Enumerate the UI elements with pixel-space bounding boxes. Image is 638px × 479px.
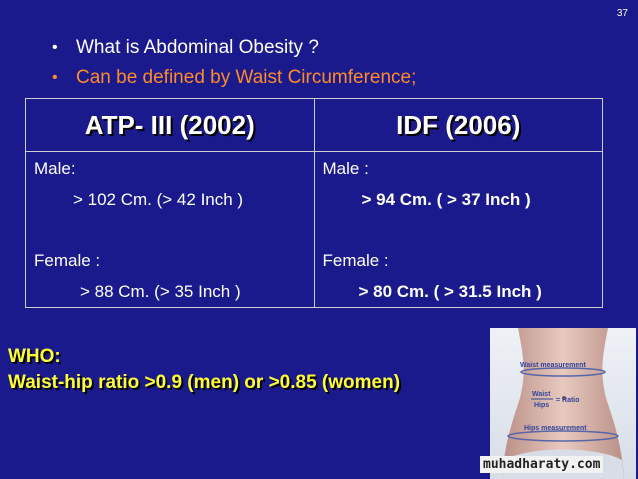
idf-cell: Male : > 94 Cm. ( > 37 Inch ) Female : >… (313, 151, 603, 308)
figure-waist-label: Waist measurement (520, 362, 587, 369)
figure-ratio-result: = Ratio (556, 397, 580, 404)
watermark: muhadharaty.com (480, 456, 604, 473)
who-text: Waist-hip ratio >0.9 (men) or >0.85 (wom… (8, 372, 401, 393)
header-atp: ATP- III (2002) (25, 98, 315, 152)
bullet-dot-icon: • (52, 69, 58, 86)
idf-male-value: > 94 Cm. ( > 37 Inch ) (361, 190, 531, 209)
atp-male-value: > 102 Cm. (> 42 Inch ) (73, 190, 244, 209)
figure-hips-label: Hips measurement (524, 425, 587, 432)
table-row: Male: > 102 Cm. (> 42 Inch ) Female : > … (25, 151, 603, 308)
atp-female-value: > 88 Cm. (> 35 Inch ) (80, 282, 241, 301)
idf-female-value: > 80 Cm. ( > 31.5 Inch ) (358, 282, 542, 301)
atp-cell: Male: > 102 Cm. (> 42 Inch ) Female : > … (25, 151, 315, 308)
header-idf: IDF (2006) (313, 98, 603, 152)
bullet-item: • Can be defined by Waist Circumference; (52, 63, 416, 93)
table-header-row: ATP- III (2002) IDF (2006) (25, 98, 603, 152)
atp-female-label: Female : (34, 251, 101, 270)
atp-male-label: Male: (34, 159, 76, 178)
figure-ratio-top: Waist (532, 391, 551, 398)
bullet-item: • What is Abdominal Obesity ? (52, 33, 416, 63)
slide-number: 37 (616, 8, 628, 19)
bullet-text: Can be defined by Waist Circumference; (76, 67, 417, 88)
who-block: WHO: Waist-hip ratio >0.9 (men) or >0.85… (8, 344, 400, 396)
figure-ratio-bottom: Hips (534, 402, 549, 409)
bullet-dot-icon: • (52, 39, 58, 56)
bullet-text: What is Abdominal Obesity ? (76, 37, 319, 58)
who-title: WHO: (8, 346, 61, 367)
criteria-table: ATP- III (2002) IDF (2006) Male: > 102 C… (25, 98, 603, 308)
idf-male-label: Male : (322, 159, 369, 178)
idf-female-label: Female : (322, 251, 389, 270)
bullet-list: • What is Abdominal Obesity ? • Can be d… (52, 33, 416, 93)
